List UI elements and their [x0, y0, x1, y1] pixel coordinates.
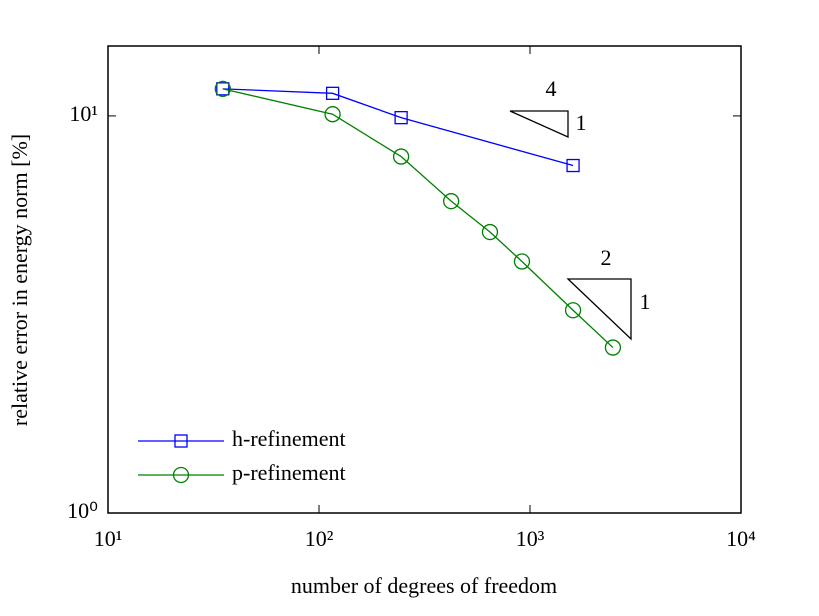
series-line — [222, 88, 614, 349]
x-tick-label: 10¹ — [94, 526, 123, 551]
slope-label: 1 — [576, 110, 587, 135]
x-tick-label: 10³ — [516, 526, 545, 551]
legend-label: h-refinement — [232, 426, 346, 451]
marker — [325, 86, 340, 100]
marker — [604, 339, 622, 356]
series-line — [222, 88, 574, 167]
marker — [172, 466, 190, 484]
marker — [566, 158, 580, 173]
marker — [564, 302, 582, 319]
slope-triangle — [509, 110, 569, 139]
marker — [174, 434, 188, 448]
x-axis-label: number of degrees of freedom — [291, 573, 557, 598]
marker — [324, 106, 341, 123]
marker — [443, 193, 460, 210]
marker — [216, 82, 230, 96]
slope-triangle — [566, 278, 632, 341]
y-tick-label: 10⁰ — [67, 498, 98, 523]
marker — [394, 111, 408, 125]
marker — [214, 80, 231, 97]
marker — [392, 148, 410, 165]
marker — [481, 223, 499, 241]
plot-frame — [107, 45, 742, 514]
slope-label: 4 — [546, 76, 557, 101]
slope-label: 2 — [601, 245, 612, 270]
legend-label: p-refinement — [232, 460, 346, 485]
x-tick-label: 10⁴ — [726, 526, 756, 551]
slope-label: 1 — [640, 289, 651, 314]
x-tick-label: 10² — [305, 526, 334, 551]
y-tick-label: 10¹ — [69, 101, 98, 126]
marker — [513, 253, 531, 270]
y-axis-label: relative error in energy norm [%] — [7, 134, 32, 426]
